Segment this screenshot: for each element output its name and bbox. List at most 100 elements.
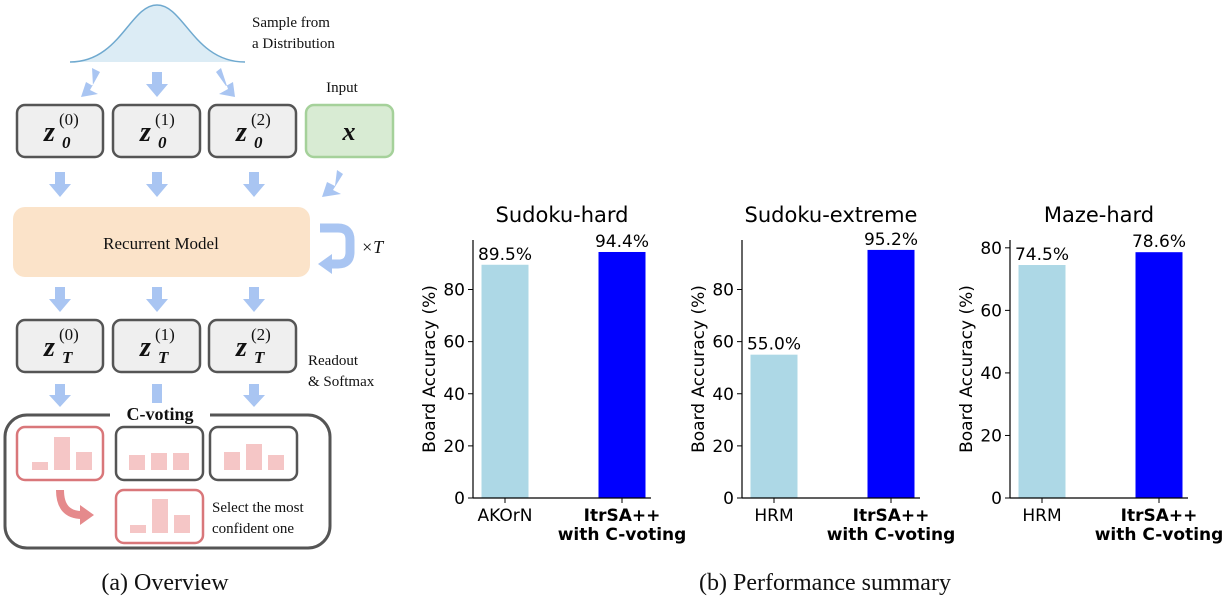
input-label: Input [326,80,358,96]
voting-title-bg [110,403,210,425]
arrow [216,68,235,97]
prob-bar [130,525,146,533]
node-box [111,103,202,159]
y-axis-label: Board Accuracy (%) [957,285,977,453]
y-tick-label: 80 [443,281,465,301]
node-sup: (2) [251,110,271,129]
chart-title: Sudoku-hard [496,203,629,227]
prob-bar [152,499,168,533]
y-tick-label: 20 [443,437,465,457]
node-sub: 0 [254,133,263,152]
chart-title: Maze-hard [1044,203,1154,227]
node-base: z [235,332,247,363]
x-tick-label: ItrSA++ with C-voting [827,506,956,545]
node-sub: T [254,348,265,367]
arrow [243,172,265,197]
arrow [243,287,265,312]
value-label: 89.5% [478,245,532,265]
prob-bar [151,453,167,470]
prob-bar [129,455,145,470]
prob-bar [76,452,92,470]
value-label: 95.2% [864,230,918,250]
prob-bar [246,444,262,470]
node-base: z [235,117,247,148]
prob-bar [268,455,284,470]
input-box [304,103,395,159]
x-tick-label: HRM [754,506,793,526]
prob-bar [173,453,189,470]
y-tick-label: 0 [454,489,465,509]
x-tick-label: AKOrN [478,506,533,526]
y-tick-label: 0 [991,489,1002,509]
value-label: 94.4% [595,232,649,252]
bar [481,264,529,498]
arrow [49,384,71,407]
y-tick-label: 80 [980,239,1002,259]
distribution-curve [69,4,246,63]
y-tick-label: 40 [980,364,1002,384]
readout-label: & Softmax [308,374,375,390]
sample-text: a Distribution [252,36,335,52]
bar [750,354,798,498]
caption: (b) Performance summary [699,570,951,596]
node-base: z [139,332,151,363]
node-sub: T [158,348,169,367]
loop-arrow [320,223,355,269]
node-sup: (1) [155,325,175,344]
node-sub: 0 [158,133,167,152]
arrow [146,287,168,312]
node-sub: 0 [62,133,71,152]
select-arrow-head [80,505,94,525]
y-tick-label: 40 [443,385,465,405]
arrow [146,172,168,197]
model-label: Recurrent Model [103,234,219,253]
node-base: z [43,332,55,363]
arrow [322,170,343,197]
chart-title: Sudoku-extreme [745,203,918,227]
x-tick-label: ItrSA++ with C-voting [1095,506,1224,545]
y-tick-label: 60 [712,333,734,353]
arrow [243,384,265,407]
input-symbol: x [342,117,356,146]
overview-diagram: Sample from a Distribution Input x z (0)0… [3,4,395,550]
caption: (a) Overview [101,570,229,596]
bar [1135,252,1183,498]
arrow [81,68,100,97]
voting-title: C-voting [127,404,194,424]
x-tick-label: HRM [1022,506,1061,526]
y-axis-label: Board Accuracy (%) [420,285,440,453]
distribution-fill [70,5,245,62]
node-box [15,103,105,159]
arrow [146,72,168,97]
select-arrow [56,489,83,519]
y-tick-label: 20 [712,437,734,457]
node-base: z [43,117,55,148]
bar [1018,265,1066,498]
y-tick-label: 80 [712,281,734,301]
prob-bar [32,462,48,470]
node-sub: T [62,348,73,367]
prob-bar [174,515,190,533]
prob-bar [54,437,70,470]
y-tick-label: 20 [980,426,1002,446]
repeat-label: ×T [361,237,385,257]
node-box [207,103,298,159]
value-label: 78.6% [1132,232,1186,252]
arrow [49,172,71,197]
node-box [15,318,105,374]
value-label: 74.5% [1015,245,1069,265]
model-box [13,207,310,277]
sample-text: Sample from [252,15,330,31]
node-sup: (1) [155,110,175,129]
node-box [111,318,202,374]
bar [598,251,646,498]
select-text: confident one [212,521,294,537]
x-tick-label: ItrSA++ with C-voting [558,506,687,545]
select-text: Select the most [212,500,304,516]
y-axis-label: Board Accuracy (%) [689,285,709,453]
charts: Sudoku-hard Board Accuracy (%) 0 20 40 60 80 89… [420,203,1223,545]
value-label: 55.0% [747,335,801,355]
bar [867,249,915,498]
node-base: z [139,117,151,148]
